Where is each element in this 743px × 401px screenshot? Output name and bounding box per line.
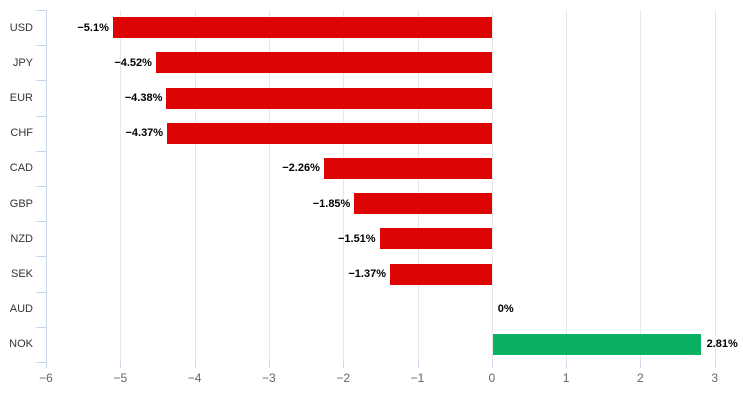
x-axis-tick-label: −1	[410, 371, 425, 385]
x-axis-tick	[268, 362, 270, 368]
value-label-eur: −4.38%	[124, 92, 163, 104]
x-axis-tick	[714, 362, 716, 368]
gridline	[491, 10, 493, 362]
bar-cad[interactable]	[323, 158, 492, 179]
x-axis-tick-label: −6	[39, 371, 53, 385]
gridline	[194, 10, 196, 362]
x-axis-tick-label: −5	[113, 371, 128, 385]
x-axis-tick-label: 2	[637, 371, 644, 385]
y-axis-tick	[36, 362, 46, 363]
bar-chf[interactable]	[167, 123, 492, 144]
y-axis-tick	[36, 115, 46, 117]
value-label-chf: −4.37%	[125, 127, 164, 139]
category-label-nok: NOK	[9, 338, 33, 350]
x-axis-tick-label: −2	[336, 371, 351, 385]
category-label-chf: CHF	[10, 127, 33, 139]
x-axis-tick-label: 0	[488, 371, 496, 385]
category-label-nzd: NZD	[10, 233, 33, 245]
y-axis-tick	[36, 256, 46, 258]
x-axis-tick	[343, 362, 345, 368]
gridline	[120, 10, 122, 362]
category-label-usd: USD	[9, 22, 33, 34]
value-label-aud: 0%	[497, 303, 514, 315]
value-label-jpy: −4.52%	[114, 57, 152, 69]
gridline	[268, 10, 270, 362]
value-label-cad: −2.26%	[282, 162, 320, 174]
x-axis-tick	[566, 362, 568, 368]
value-label-usd: −5.1%	[77, 22, 109, 34]
y-axis-tick	[36, 150, 46, 152]
gridline	[566, 10, 568, 362]
gridline	[417, 10, 419, 362]
category-label-sek: SEK	[10, 268, 33, 280]
y-axis-tick	[36, 326, 46, 328]
gridline	[640, 10, 642, 362]
bar-sek[interactable]	[390, 264, 492, 285]
x-axis-tick	[640, 362, 642, 368]
x-axis-tick-label: −3	[262, 371, 276, 385]
x-axis-tick-label: 1	[562, 371, 570, 385]
x-axis-tick	[46, 362, 47, 368]
y-axis-tick	[36, 45, 46, 47]
x-axis-tick-label: 3	[711, 371, 719, 385]
x-axis-tick	[120, 362, 122, 368]
y-axis-tick	[36, 221, 46, 223]
y-axis-line	[46, 10, 47, 362]
y-axis-tick	[36, 186, 46, 187]
gridline	[714, 10, 716, 362]
y-axis-tick	[36, 291, 46, 293]
category-label-gbp: GBP	[9, 198, 33, 210]
value-label-nok: 2.81%	[706, 338, 738, 350]
x-axis-tick	[194, 362, 196, 368]
x-axis-tick	[417, 362, 419, 368]
bar-eur[interactable]	[166, 88, 492, 109]
value-label-gbp: −1.85%	[312, 198, 351, 210]
bar-jpy[interactable]	[155, 52, 492, 73]
y-axis-tick	[36, 80, 46, 82]
bar-nok[interactable]	[492, 334, 701, 355]
bar-usd[interactable]	[112, 17, 492, 38]
category-label-aud: AUD	[9, 303, 33, 315]
bar-gbp[interactable]	[354, 193, 492, 214]
value-label-nzd: −1.51%	[337, 233, 376, 245]
x-axis-tick	[491, 362, 493, 368]
category-label-cad: CAD	[9, 162, 33, 174]
value-label-sek: −1.37%	[348, 268, 386, 280]
y-axis-tick	[36, 10, 46, 11]
category-label-eur: EUR	[9, 92, 33, 104]
gridline	[343, 10, 345, 362]
category-label-jpy: JPY	[12, 57, 33, 69]
x-axis-tick-label: −4	[187, 371, 202, 385]
bar-nzd[interactable]	[379, 228, 492, 249]
